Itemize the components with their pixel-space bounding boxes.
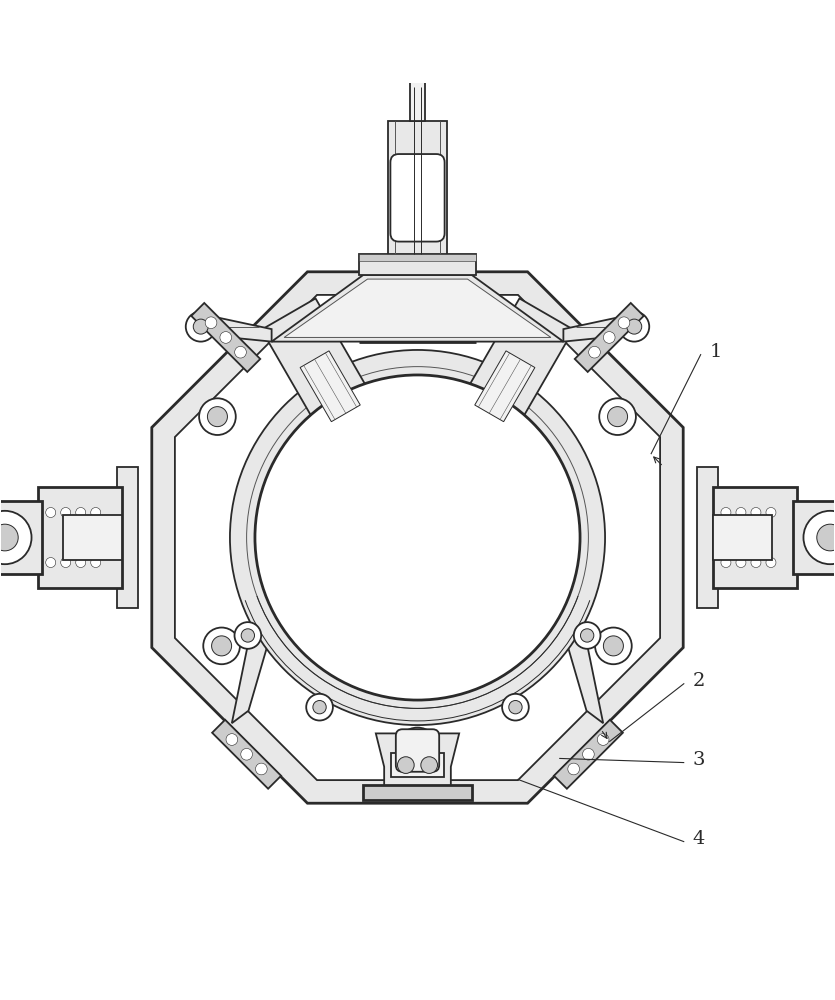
Polygon shape	[212, 720, 281, 789]
Bar	[388, 121, 447, 254]
Circle shape	[604, 636, 624, 656]
Polygon shape	[175, 295, 660, 780]
Circle shape	[61, 508, 71, 518]
Circle shape	[574, 622, 600, 649]
Circle shape	[193, 319, 208, 334]
Circle shape	[766, 558, 776, 568]
Circle shape	[199, 398, 235, 435]
Circle shape	[397, 757, 414, 773]
Polygon shape	[554, 720, 623, 789]
Circle shape	[76, 558, 86, 568]
Circle shape	[240, 748, 252, 760]
Circle shape	[502, 694, 529, 721]
Circle shape	[185, 312, 215, 342]
Circle shape	[736, 558, 746, 568]
Circle shape	[568, 763, 579, 775]
Circle shape	[205, 317, 217, 329]
Circle shape	[313, 700, 326, 714]
Bar	[713, 515, 772, 560]
Circle shape	[766, 508, 776, 518]
Circle shape	[583, 748, 595, 760]
Circle shape	[46, 558, 56, 568]
Circle shape	[580, 629, 594, 642]
Polygon shape	[152, 272, 683, 803]
Circle shape	[595, 628, 632, 664]
Text: 3: 3	[692, 751, 705, 769]
Circle shape	[589, 346, 600, 358]
Bar	[391, 753, 444, 777]
Circle shape	[76, 508, 86, 518]
Circle shape	[600, 398, 636, 435]
Polygon shape	[200, 317, 271, 342]
FancyBboxPatch shape	[396, 729, 439, 772]
Circle shape	[509, 700, 522, 714]
Circle shape	[211, 636, 231, 656]
Circle shape	[207, 407, 227, 427]
Circle shape	[46, 508, 56, 518]
Bar	[359, 254, 476, 261]
Circle shape	[241, 629, 255, 642]
Circle shape	[751, 508, 761, 518]
Polygon shape	[261, 298, 382, 445]
Polygon shape	[232, 624, 274, 723]
Polygon shape	[376, 733, 459, 792]
Circle shape	[751, 558, 761, 568]
Polygon shape	[453, 298, 574, 445]
Circle shape	[604, 332, 615, 343]
Bar	[713, 487, 797, 588]
Circle shape	[203, 628, 240, 664]
Circle shape	[803, 511, 835, 564]
Circle shape	[235, 346, 246, 358]
Circle shape	[91, 558, 101, 568]
Circle shape	[817, 524, 835, 551]
Circle shape	[421, 757, 438, 773]
Circle shape	[91, 508, 101, 518]
Circle shape	[0, 511, 32, 564]
Bar	[363, 785, 472, 800]
Circle shape	[220, 332, 231, 343]
Circle shape	[736, 508, 746, 518]
Text: 4: 4	[692, 830, 705, 848]
Circle shape	[230, 350, 605, 725]
Polygon shape	[191, 303, 261, 372]
Polygon shape	[574, 303, 644, 372]
Bar	[793, 501, 835, 574]
Polygon shape	[475, 351, 535, 422]
Bar	[0, 501, 42, 574]
Text: 2: 2	[692, 672, 705, 690]
Bar	[696, 467, 717, 608]
Polygon shape	[271, 275, 564, 342]
Circle shape	[627, 319, 642, 334]
Circle shape	[620, 312, 650, 342]
Circle shape	[226, 734, 238, 745]
Polygon shape	[561, 624, 603, 723]
Bar	[410, 75, 425, 121]
Circle shape	[306, 694, 333, 721]
FancyBboxPatch shape	[391, 154, 444, 242]
Polygon shape	[284, 279, 551, 337]
Bar	[359, 254, 476, 275]
Circle shape	[235, 622, 261, 649]
Circle shape	[61, 558, 71, 568]
Text: 1: 1	[709, 343, 721, 361]
Circle shape	[256, 763, 267, 775]
Circle shape	[0, 524, 18, 551]
Circle shape	[255, 375, 580, 700]
Circle shape	[618, 317, 630, 329]
Circle shape	[721, 558, 731, 568]
Bar	[118, 467, 139, 608]
Polygon shape	[300, 351, 360, 422]
Bar	[63, 515, 122, 560]
Circle shape	[397, 728, 438, 769]
Polygon shape	[564, 317, 635, 342]
Circle shape	[597, 734, 609, 745]
Bar	[38, 487, 122, 588]
Circle shape	[721, 508, 731, 518]
Circle shape	[608, 407, 628, 427]
